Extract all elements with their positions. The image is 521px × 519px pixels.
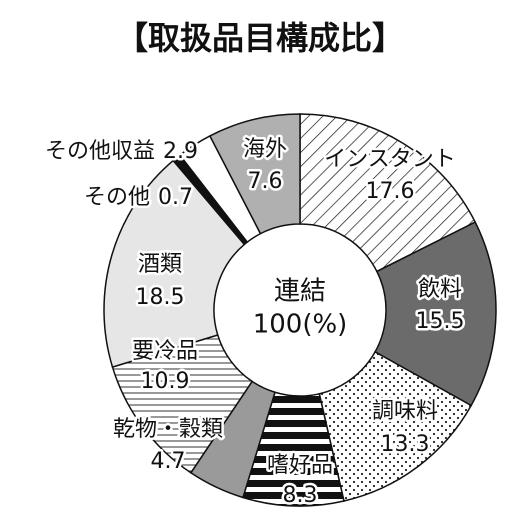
slice <box>318 350 473 502</box>
slice <box>299 113 477 273</box>
center-label: 連結 <box>274 277 326 307</box>
category-label: 乾物・穀類 <box>113 417 223 442</box>
category-label: 調味料 <box>372 399 438 424</box>
category-label: その他 <box>84 185 150 210</box>
value-label: 10.9 <box>141 369 190 394</box>
category-label: 酒類 <box>138 252 182 277</box>
slices <box>103 113 497 507</box>
slice <box>374 221 497 407</box>
value-label: 15.5 <box>416 309 465 334</box>
slice <box>103 159 246 368</box>
category-label: 要冷品 <box>132 339 198 364</box>
slice <box>208 113 301 235</box>
value-label: 2.9 <box>163 139 198 164</box>
value-label: 8.3 <box>283 483 318 508</box>
labels: インスタント 17.6 飲料 15.5 調味料 13.3 嗜好品 8.3 乾物・穀類 4.7 要冷品… <box>42 135 467 511</box>
value-label: 13.3 <box>381 432 430 457</box>
value-label: 0.7 <box>158 185 193 210</box>
chart-title: 【取扱品目構成比】 <box>116 19 404 57</box>
category-label: インスタント <box>324 147 456 172</box>
value-label: 7.6 <box>248 169 283 194</box>
value-label: 4.7 <box>151 449 186 474</box>
value-label: 18.5 <box>136 285 185 310</box>
category-label: 飲料 <box>418 277 462 302</box>
category-label: 海外 <box>243 137 287 162</box>
value-label: 17.6 <box>366 179 415 204</box>
center-label: 100(%) <box>253 310 348 340</box>
category-label: 嗜好品 <box>267 453 333 478</box>
category-label: その他収益 <box>45 139 155 164</box>
